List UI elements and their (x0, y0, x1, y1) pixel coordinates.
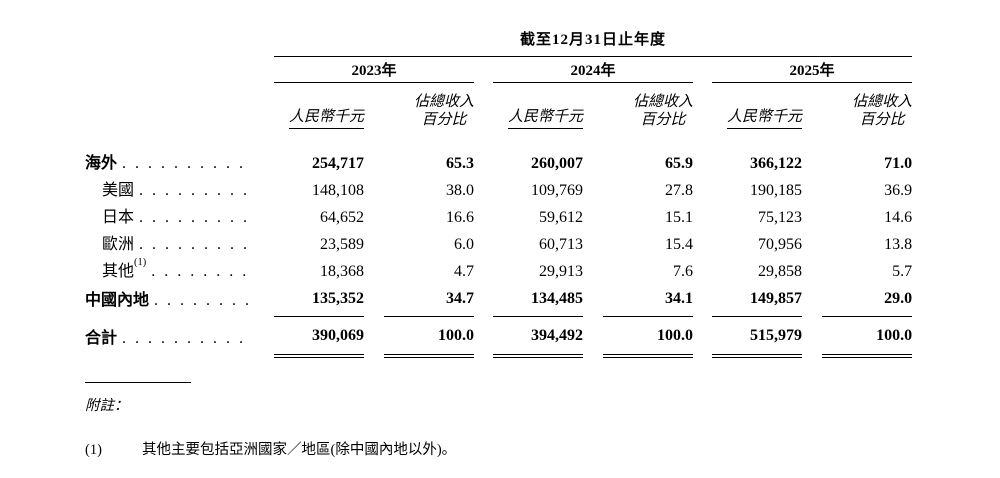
value-cell: 18,368 (320, 262, 364, 280)
value-cell: 149,857 (712, 285, 802, 317)
revenue-by-region-table: 截至12月31日止年度 2023年 2024年 2025年 人民幣千元 佔總收入… (85, 28, 913, 358)
dot-leader: . . . . . . . . . . . . . . . . . . . . … (139, 236, 252, 253)
value-cell: 64,652 (320, 208, 364, 226)
row-label-cell: 歐洲. . . . . . . . . . . . . . . . . . . … (85, 231, 274, 258)
value-cell: 260,007 (531, 154, 583, 172)
col-header-rmb-2023: 人民幣千元 (274, 83, 364, 129)
row-mainland-china: 中國內地. . . . . . . . . . . . . . . . . . … (85, 285, 913, 317)
dot-leader: . . . . . . . . . . . . . . . . . . . . … (122, 330, 252, 348)
value-cell: 366,122 (750, 154, 802, 172)
row-label-cell: 合計. . . . . . . . . . . . . . . . . . . … (85, 317, 274, 357)
value-cell: 75,123 (758, 208, 802, 226)
value-cell: 5.7 (892, 262, 913, 280)
row-overseas: 海外. . . . . . . . . . . . . . . . . . . … (85, 150, 912, 177)
value-cell: 34.1 (603, 285, 693, 317)
table-title-row: 截至12月31日止年度 (85, 28, 913, 57)
row-europe: 歐洲. . . . . . . . . . . . . . . . . . . … (85, 231, 912, 258)
year-header-row: 2023年 2024年 2025年 (85, 56, 913, 83)
dot-leader: . . . . . . . . . . . . . . . . . . . . … (154, 292, 252, 310)
notes-divider (85, 382, 191, 383)
value-cell: 65.9 (665, 154, 693, 172)
value-cell: 15.4 (665, 235, 693, 253)
dot-leader: . . . . . . . . . . . . . . . . . . . . … (139, 182, 252, 199)
value-cell: 16.6 (446, 208, 474, 226)
column-group-2025: 2025年 (712, 56, 913, 83)
value-cell: 34.7 (384, 285, 474, 317)
notes-section: 附註： (1) 其他主要包括亞洲國家／地區(除中國內地以外)。 (85, 382, 925, 460)
value-cell: 4.7 (454, 262, 474, 280)
row-japan: 日本. . . . . . . . . . . . . . . . . . . … (85, 204, 912, 231)
spacer-cell (693, 57, 712, 83)
value-cell: 109,769 (531, 181, 583, 199)
value-cell: 254,717 (312, 154, 364, 172)
note-marker: (1) (85, 442, 102, 458)
row-label-cell: 美國. . . . . . . . . . . . . . . . . . . … (85, 177, 274, 204)
value-cell: 190,185 (750, 181, 802, 199)
row-label-cell: 海外. . . . . . . . . . . . . . . . . . . … (85, 150, 274, 177)
value-cell: 60,713 (539, 235, 583, 253)
value-cell: 13.8 (884, 235, 913, 253)
value-cell: 29.0 (822, 285, 913, 317)
row-label-cell: 中國內地. . . . . . . . . . . . . . . . . . … (85, 285, 274, 317)
row-us: 美國. . . . . . . . . . . . . . . . . . . … (85, 177, 912, 204)
subheader-row: 人民幣千元 佔總收入 百分比 人民幣千元 佔總收入 百分比 人民幣千元 佔總收入 百分… (85, 83, 913, 129)
col-header-pct-2023: 佔總收入 百分比 (413, 94, 474, 128)
value-cell: 7.6 (673, 262, 693, 280)
col-header-pct-2024: 佔總收入 百分比 (632, 94, 693, 128)
value-cell: 100.0 (603, 316, 693, 358)
note-item: (1) 其他主要包括亞洲國家／地區(除中國內地以外)。 (85, 441, 925, 460)
value-cell: 135,352 (274, 285, 364, 317)
dot-leader: . . . . . . . . . . . . . . . . . . . . … (122, 155, 252, 172)
col-header-rmb-2025: 人民幣千元 (712, 83, 802, 129)
value-cell: 394,492 (493, 316, 583, 358)
value-cell: 14.6 (884, 208, 913, 226)
value-cell: 27.8 (665, 181, 693, 199)
value-cell: 515,979 (712, 316, 802, 358)
row-label-cell: 其他(1). . . . . . . . . . . . . . . . . .… (85, 258, 274, 285)
dot-leader: . . . . . . . . . . . . . . . . . . . . … (139, 209, 252, 226)
row-others: 其他(1). . . . . . . . . . . . . . . . . .… (85, 258, 912, 285)
value-cell: 71.0 (884, 154, 913, 172)
notes-heading: 附註： (85, 398, 129, 414)
value-cell: 38.0 (446, 181, 474, 199)
row-total: 合計. . . . . . . . . . . . . . . . . . . … (85, 316, 913, 358)
column-group-2024: 2024年 (493, 56, 693, 83)
table-section: 截至12月31日止年度 2023年 2024年 2025年 人民幣千元 佔總收入… (85, 28, 925, 460)
header-gap-row (85, 129, 912, 150)
value-cell: 100.0 (822, 316, 913, 358)
col-header-rmb-2024: 人民幣千元 (493, 83, 583, 129)
value-cell: 65.3 (446, 154, 474, 172)
dot-leader: . . . . . . . . . . . . . . . . . . . . … (151, 263, 252, 280)
footnote-reference: (1) (134, 258, 147, 268)
value-cell: 29,858 (758, 262, 802, 280)
value-cell: 6.0 (454, 235, 474, 253)
row-label-cell: 日本. . . . . . . . . . . . . . . . . . . … (85, 204, 274, 231)
spacer-cell (474, 57, 493, 83)
table-title: 截至12月31日止年度 (274, 28, 913, 57)
value-cell: 148,108 (312, 181, 364, 199)
col-header-pct-2025: 佔總收入 百分比 (852, 94, 913, 128)
value-cell: 390,069 (274, 316, 364, 358)
value-cell: 70,956 (758, 235, 802, 253)
value-cell: 15.1 (665, 208, 693, 226)
value-cell: 36.9 (884, 181, 913, 199)
value-cell: 23,589 (320, 235, 364, 253)
column-group-2023: 2023年 (274, 56, 474, 83)
value-cell: 29,913 (539, 262, 583, 280)
value-cell: 59,612 (539, 208, 583, 226)
note-text: 其他主要包括亞洲國家／地區(除中國內地以外)。 (142, 442, 457, 458)
value-cell: 134,485 (493, 285, 583, 317)
value-cell: 100.0 (384, 316, 474, 358)
